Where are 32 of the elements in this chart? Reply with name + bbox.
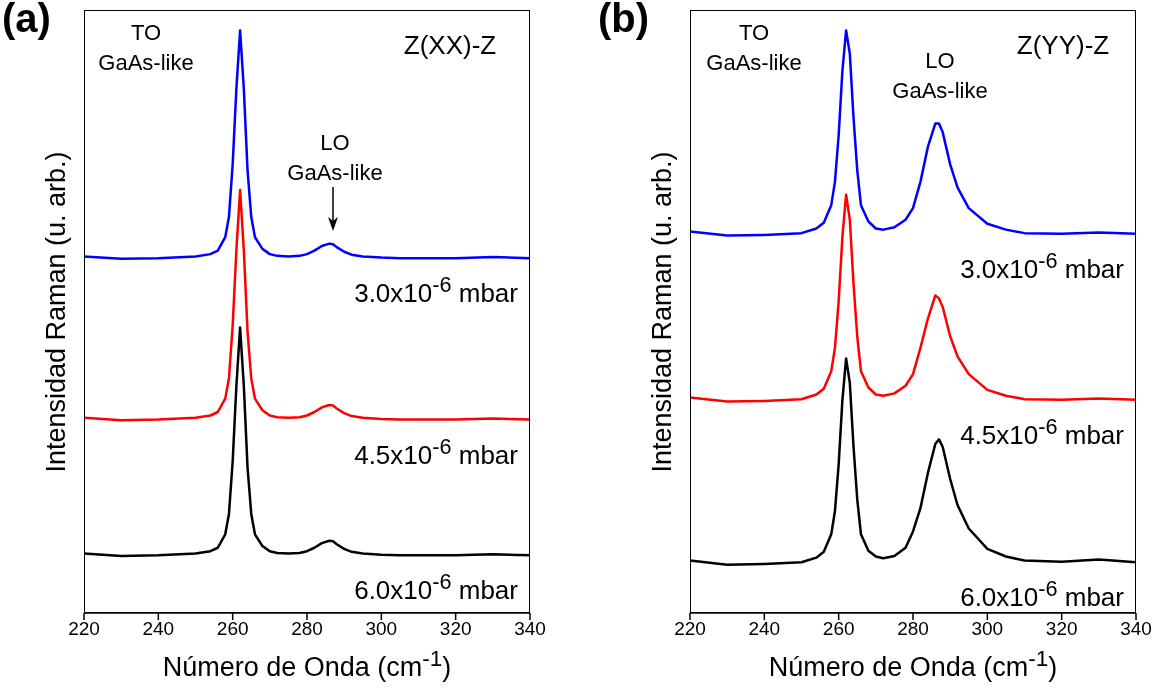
x-tick-label: 260 [822, 618, 855, 640]
series-label: 4.5x10$^{-6}$ mbar [354, 433, 518, 471]
y-axis-title: Intensidad Raman (u. arb.) [646, 150, 676, 473]
x-tick-label: 300 [971, 618, 1004, 640]
series-label: 3.0x10$^{-6}$ mbar [354, 272, 518, 309]
x-tick-label: 320 [1045, 618, 1078, 640]
x-axis-title: Número de Onda (cm$^{-1}$) [767, 646, 1059, 683]
x-tick-label: 320 [439, 618, 472, 640]
series-label: 6.0x10$^{-6}$ mbar [354, 569, 518, 606]
x-tick-label: 220 [68, 618, 100, 640]
series-label: 4.5x10$^{-6}$ mbar [960, 413, 1124, 451]
x-tick-label: 300 [365, 618, 398, 640]
annotation: Z(XX)-Z [402, 30, 498, 60]
x-axis-title: Número de Onda (cm$^{-1}$) [161, 646, 453, 683]
annotation: Z(YY)-Z [1016, 30, 1110, 60]
x-tick-label: 260 [216, 618, 249, 640]
x-tick-label: 280 [897, 618, 929, 640]
chart-title: (a) [2, 0, 51, 41]
x-tick-label: 340 [1120, 618, 1152, 640]
annotation: TO GaAs-like [98, 20, 194, 75]
x-tick-label: 280 [291, 618, 323, 640]
annotation: TO GaAs-like [706, 20, 802, 75]
y-axis-title: Intensidad Raman (u. arb.) [40, 150, 70, 473]
chart-title: (b) [598, 0, 650, 41]
annotation: LO GaAs-like [892, 48, 988, 103]
x-tick-label: 240 [748, 618, 781, 640]
annotation: LO GaAs-like [286, 129, 384, 187]
x-tick-label: 220 [674, 618, 706, 640]
x-tick-label: 240 [142, 618, 175, 640]
series-label: 3.0x10$^{-6}$ mbar [960, 247, 1124, 285]
series-label: 6.0x10$^{-6}$ mbar [960, 576, 1124, 613]
x-tick-label: 340 [514, 618, 546, 640]
